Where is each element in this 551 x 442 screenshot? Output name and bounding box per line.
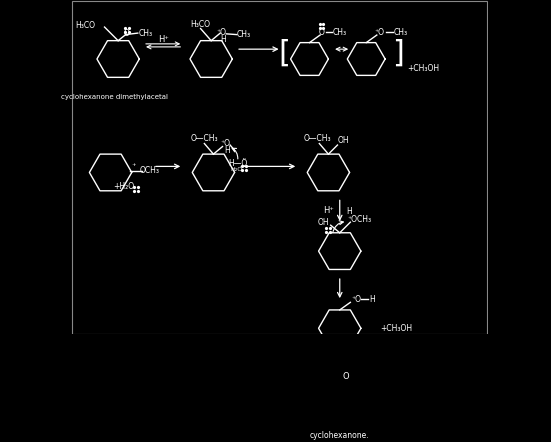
Text: +CH₃OH: +CH₃OH [407,64,439,72]
Text: H₃CO: H₃CO [75,21,95,30]
Text: +CH₃OH: +CH₃OH [380,324,413,333]
Text: CH₃: CH₃ [333,27,347,37]
Text: [: [ [279,38,290,68]
Text: CH₃: CH₃ [138,29,153,38]
Text: H: H [224,146,230,155]
Text: H: H [220,35,226,44]
Text: H—Ö: H—Ö [228,159,247,168]
Text: OH: OH [338,136,349,145]
Text: ⁺: ⁺ [131,162,136,171]
Text: ⁺O: ⁺O [352,295,361,304]
Text: +H₂O: +H₂O [114,182,135,191]
Text: H: H [346,207,352,216]
Text: ⁺OCH₃: ⁺OCH₃ [347,215,371,224]
Text: H: H [369,295,375,304]
Text: O—CH₃: O—CH₃ [304,134,332,144]
Text: H₃CO: H₃CO [191,19,210,29]
Text: ⁺O: ⁺O [220,139,230,148]
Text: CH₃: CH₃ [236,30,251,39]
Text: O: O [343,372,349,381]
Text: ⁺O: ⁺O [375,27,385,37]
Text: H₂O: H₂O [230,167,242,172]
Text: H⁺: H⁺ [158,35,169,44]
Text: ]: ] [392,38,404,68]
Text: OCH₃: OCH₃ [140,167,160,175]
Text: O: O [123,29,129,38]
Text: cyclohexanone dimethylacetal: cyclohexanone dimethylacetal [61,94,168,100]
Text: H⁺: H⁺ [323,206,334,215]
Text: OH: OH [317,218,329,227]
Text: O: O [318,27,325,37]
Text: cyclohexanone.: cyclohexanone. [310,431,370,440]
Text: CH₃: CH₃ [394,27,408,37]
Text: ⁺O: ⁺O [217,28,227,37]
Text: O—CH₃: O—CH₃ [191,134,218,144]
